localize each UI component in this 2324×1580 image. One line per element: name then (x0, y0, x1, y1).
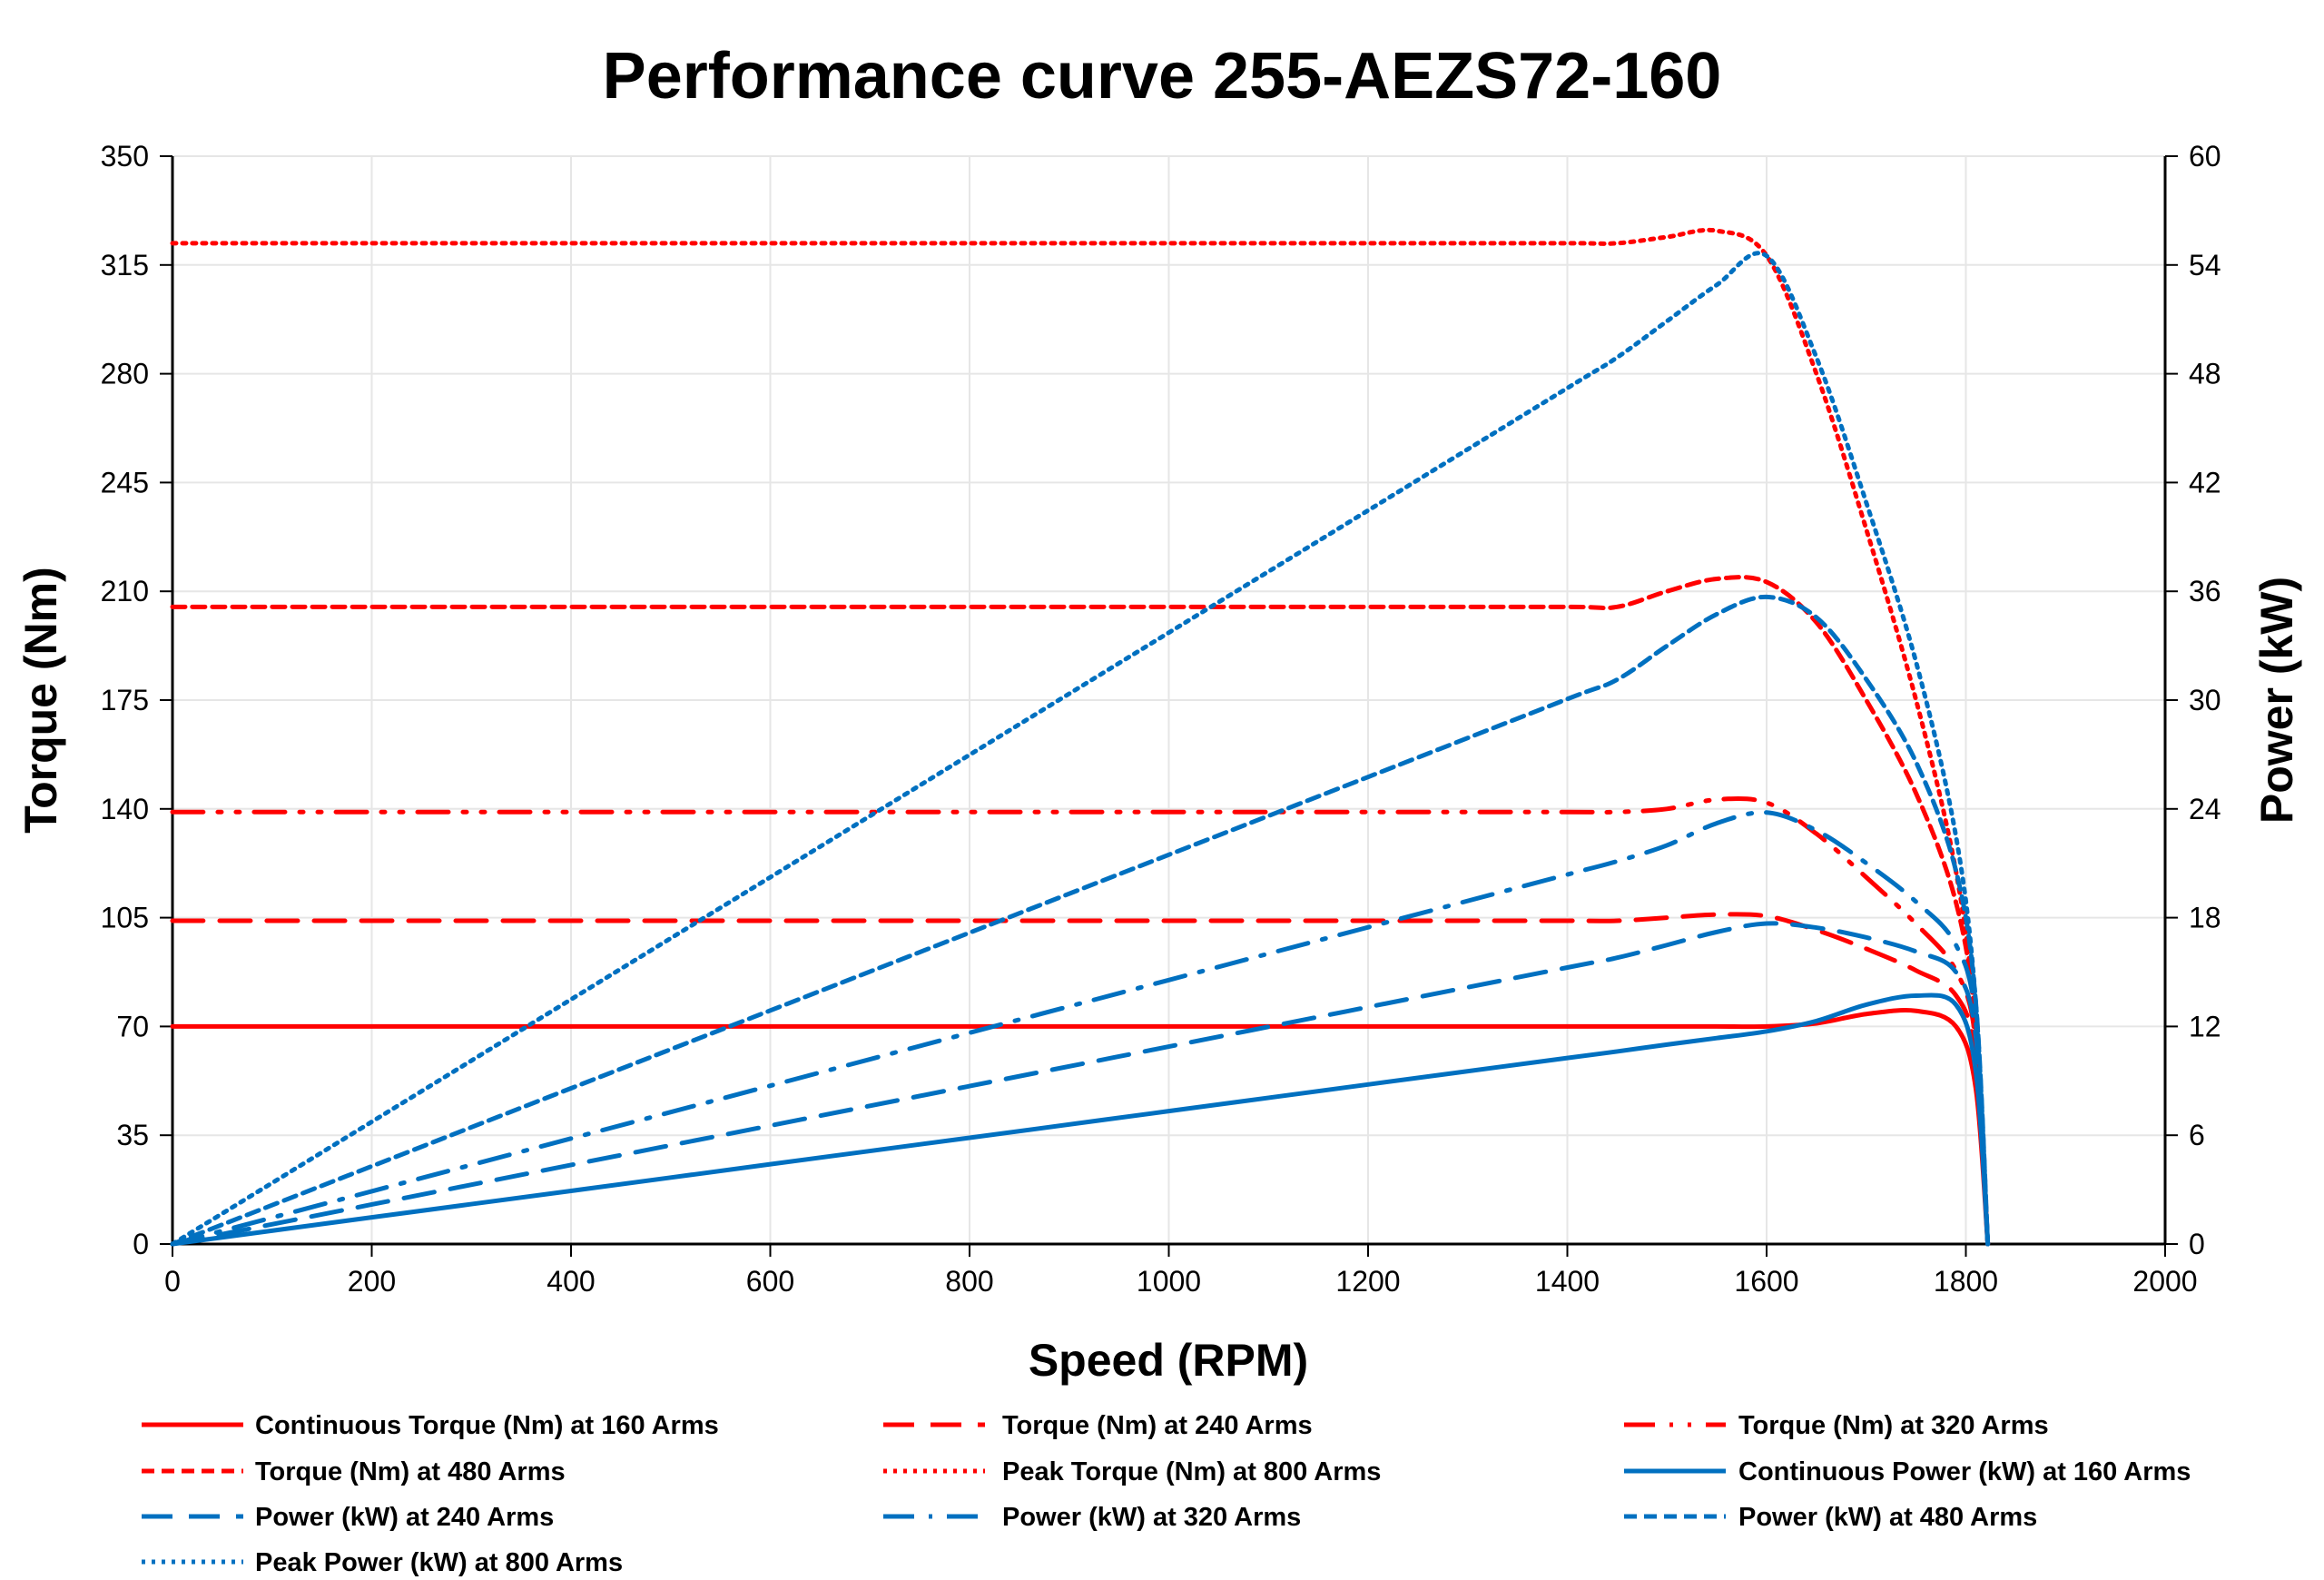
x-tick-label: 800 (945, 1265, 993, 1298)
x-axis-title: Speed (RPM) (1029, 1335, 1308, 1386)
legend-label: Peak Torque (Nm) at 800 Arms (1002, 1457, 1381, 1486)
legend-label: Torque (Nm) at 240 Arms (1002, 1411, 1313, 1440)
x-tick-label: 1800 (1934, 1265, 1998, 1298)
legend: Continuous Torque (Nm) at 160 Arms Torque… (142, 1411, 2191, 1577)
y2-tick-label: 48 (2189, 358, 2221, 390)
series-line-10 (170, 251, 1991, 1247)
x-tick-label: 0 (164, 1265, 181, 1298)
legend-label: Power (kW) at 480 Arms (1738, 1503, 2037, 1532)
axes: 0 200 400 600 800 1000 1200 1400 1600 1800 2000035… (101, 140, 2221, 1298)
y-tick-label: 0 (133, 1228, 149, 1260)
x-tick-label: 1000 (1137, 1265, 1201, 1298)
x-tick-label: 1600 (1734, 1265, 1798, 1298)
y2-tick-label: 24 (2189, 793, 2221, 825)
series-line-3 (170, 795, 1991, 1247)
y-tick-label: 245 (101, 466, 149, 499)
y2-tick-label: 60 (2189, 140, 2221, 173)
y2-tick-label: 0 (2189, 1228, 2205, 1260)
y-tick-label: 315 (101, 249, 149, 281)
y-tick-label: 35 (116, 1119, 149, 1151)
y2-tick-label: 30 (2189, 684, 2221, 716)
y2-axis-title: Power (kW) (2251, 577, 2302, 824)
y2-tick-label: 12 (2189, 1010, 2221, 1042)
y-axis-title: Torque (Nm) (15, 567, 66, 833)
legend-label: Continuous Power (kW) at 160 Arms (1738, 1457, 2191, 1486)
series-line-7 (170, 921, 1991, 1247)
x-tick-label: 1200 (1335, 1265, 1400, 1298)
series-line-8 (170, 810, 1991, 1247)
legend-label: Torque (Nm) at 480 Arms (255, 1457, 566, 1486)
y2-tick-label: 54 (2189, 249, 2221, 281)
legend-label: Peak Power (kW) at 800 Arms (255, 1548, 623, 1577)
y2-tick-label: 36 (2189, 575, 2221, 607)
series-line-9 (170, 594, 1991, 1247)
x-tick-label: 1400 (1535, 1265, 1600, 1298)
series-line-6 (170, 992, 1991, 1247)
y-tick-label: 105 (101, 902, 149, 934)
y-tick-label: 140 (101, 793, 149, 825)
y-tick-label: 350 (101, 140, 149, 173)
series-line-2 (170, 912, 1991, 1247)
legend-label: Torque (Nm) at 320 Arms (1738, 1411, 2049, 1440)
chart-title: Performance curve 255-AEZS72-160 (603, 40, 1722, 113)
x-tick-label: 600 (746, 1265, 794, 1298)
series-group (170, 227, 1991, 1247)
y2-tick-label: 42 (2189, 466, 2221, 499)
y2-tick-label: 6 (2189, 1119, 2205, 1151)
legend-label: Power (kW) at 240 Arms (255, 1503, 554, 1532)
series-line-4 (170, 575, 1991, 1247)
x-tick-label: 2000 (2132, 1265, 2197, 1298)
y-tick-label: 280 (101, 358, 149, 390)
legend-label: Power (kW) at 320 Arms (1002, 1503, 1301, 1532)
x-tick-label: 200 (348, 1265, 396, 1298)
y-tick-label: 175 (101, 684, 149, 716)
legend-label: Continuous Torque (Nm) at 160 Arms (255, 1411, 719, 1440)
x-tick-label: 400 (547, 1265, 595, 1298)
y-tick-label: 210 (101, 575, 149, 607)
y2-tick-label: 18 (2189, 902, 2221, 934)
y-tick-label: 70 (116, 1010, 149, 1042)
series-line-1 (170, 1008, 1991, 1247)
series-line-5 (170, 227, 1991, 1247)
